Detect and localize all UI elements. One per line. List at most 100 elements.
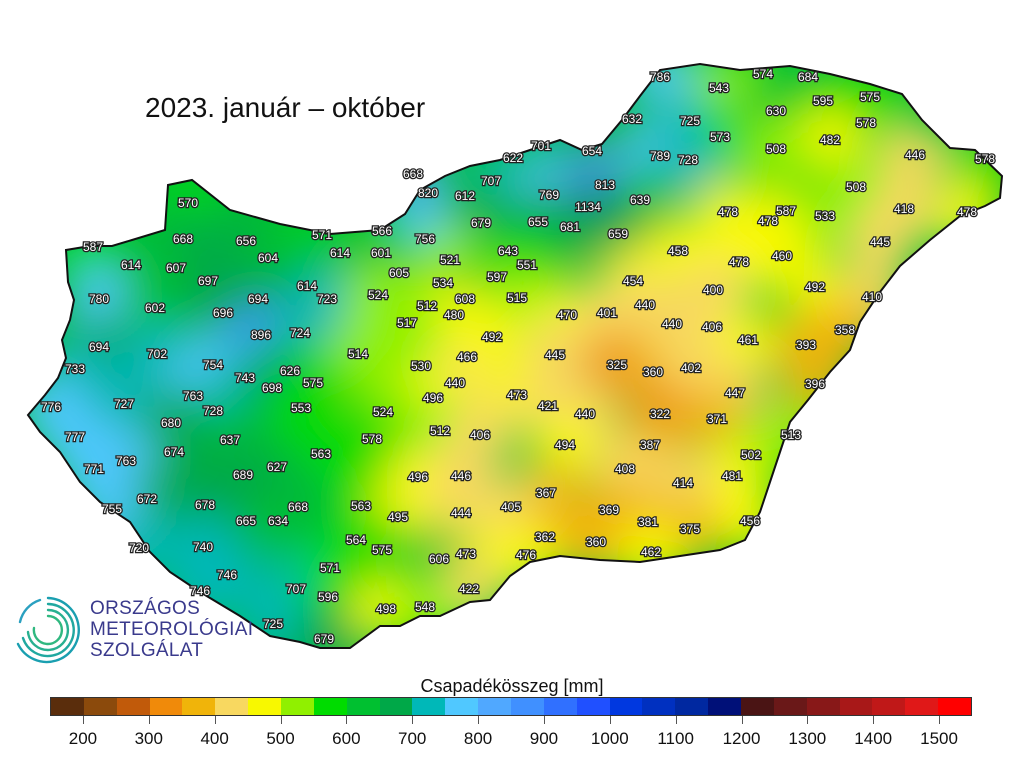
station-value-label: 679 — [471, 216, 491, 230]
station-value-label: 668 — [173, 232, 193, 246]
station-value-label: 608 — [455, 292, 475, 306]
station-value-label: 322 — [650, 407, 670, 421]
station-value-label: 602 — [145, 301, 165, 315]
station-value-label: 725 — [680, 114, 700, 128]
legend-color-swatch — [83, 698, 117, 715]
legend-tick — [478, 716, 480, 724]
station-value-label: 632 — [622, 112, 642, 126]
legend-color-swatch — [642, 698, 676, 715]
station-value-label: 533 — [815, 209, 835, 223]
station-value-label: 725 — [263, 617, 283, 631]
precipitation-field — [28, 64, 1002, 648]
legend-tick-label: 1200 — [722, 729, 761, 748]
station-value-label: 597 — [487, 270, 507, 284]
legend-color-swatch — [51, 698, 84, 715]
station-value-label: 492 — [805, 280, 825, 294]
station-value-label: 473 — [507, 388, 527, 402]
legend-color-swatch — [609, 698, 643, 715]
station-value-label: 776 — [41, 400, 61, 414]
station-value-label: 512 — [430, 424, 450, 438]
station-value-label: 496 — [423, 391, 443, 405]
legend-color-swatch — [872, 698, 906, 715]
legend-tick — [280, 716, 282, 724]
station-value-label: 614 — [121, 258, 141, 272]
station-value-label: 665 — [236, 514, 256, 528]
station-value-label: 551 — [517, 258, 537, 272]
legend-color-swatch — [445, 698, 479, 715]
station-value-label: 587 — [83, 240, 103, 254]
station-value-label: 406 — [702, 320, 722, 334]
station-value-label: 521 — [440, 253, 460, 267]
legend-tick — [609, 716, 611, 724]
station-value-label: 362 — [535, 530, 555, 544]
legend-color-swatch — [379, 698, 413, 715]
station-value-label: 406 — [470, 428, 490, 442]
station-value-label: 369 — [599, 503, 619, 517]
station-value-label: 445 — [870, 235, 890, 249]
station-value-label: 440 — [575, 407, 595, 421]
station-value-label: 508 — [846, 180, 866, 194]
logo-swirl-icon — [16, 596, 80, 664]
station-value-label: 763 — [183, 389, 203, 403]
station-value-label: 789 — [650, 149, 670, 163]
hungary-precipitation-map: 786 574 684 543 575 632 725 630 595 573 578 482 701 6… — [26, 62, 1004, 649]
station-value-label: 689 — [233, 468, 253, 482]
logo-text-line: ORSZÁGOS — [90, 598, 201, 619]
station-value-label: 578 — [975, 152, 995, 166]
precipitation-cell — [290, 606, 358, 648]
station-value-label: 502 — [741, 448, 761, 462]
station-value-label: 813 — [595, 178, 615, 192]
station-value-label: 482 — [820, 133, 840, 147]
precipitation-cell — [742, 116, 810, 184]
station-value-label: 476 — [516, 548, 536, 562]
station-value-label: 820 — [418, 186, 438, 200]
legend-tick-label: 200 — [68, 729, 98, 748]
station-value-label: 786 — [650, 70, 670, 84]
station-value-label: 553 — [291, 401, 311, 415]
legend-tick-label: 1000 — [590, 729, 629, 748]
station-value-label: 672 — [137, 492, 157, 506]
station-value-label: 574 — [753, 67, 773, 81]
legend-tick-label: 1100 — [657, 729, 694, 748]
country-border — [26, 62, 1004, 649]
station-value-label: 440 — [662, 317, 682, 331]
legend-tick — [346, 716, 348, 724]
legend-tick — [939, 716, 941, 724]
station-value-label: 707 — [481, 174, 501, 188]
legend-color-swatch — [412, 698, 446, 715]
legend-tick-label: 1300 — [788, 729, 827, 748]
station-value-label: 763 — [116, 454, 136, 468]
station-value-label: 724 — [290, 326, 310, 340]
station-value-label: 573 — [710, 130, 730, 144]
station-value-label: 654 — [582, 144, 602, 158]
station-value-label: 754 — [203, 358, 223, 372]
station-value-label: 421 — [538, 399, 558, 413]
station-value-label: 458 — [668, 244, 688, 258]
station-value-label: 694 — [89, 340, 109, 354]
station-value-label: 444 — [451, 506, 471, 520]
station-value-label: 605 — [389, 266, 409, 280]
station-value-label: 508 — [766, 142, 786, 156]
legend-tick — [82, 716, 84, 724]
station-value-label: 513 — [781, 428, 801, 442]
legend-color-swatch — [675, 698, 709, 715]
station-value-label: 512 — [417, 299, 437, 313]
legend-tick — [741, 716, 743, 724]
legend-tick-label: 1500 — [920, 729, 958, 748]
legend-tick-label: 900 — [529, 729, 559, 748]
station-value-label: 446 — [905, 148, 925, 162]
station-value-label: 408 — [615, 462, 635, 476]
legend-tick — [214, 716, 216, 724]
station-value-label: 587 — [776, 204, 796, 218]
station-value-label: 697 — [198, 274, 218, 288]
legend-tick — [148, 716, 150, 724]
station-value-label: 595 — [813, 94, 833, 108]
legend-color-swatch — [478, 698, 512, 715]
station-value-label: 473 — [456, 547, 476, 561]
station-value-label: 743 — [235, 371, 255, 385]
legend-title: Csapadékösszeg [mm] — [420, 676, 604, 696]
station-value-label: 612 — [455, 189, 475, 203]
station-value-label: 679 — [314, 632, 334, 646]
station-value-label: 777 — [65, 430, 85, 444]
